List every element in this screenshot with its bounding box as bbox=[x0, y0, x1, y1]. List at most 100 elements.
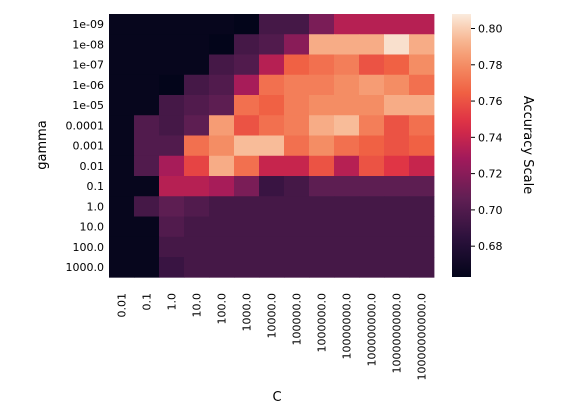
y-tick-label: 1e-06 bbox=[72, 79, 104, 92]
heatmap-cell bbox=[334, 115, 360, 136]
heatmap-cell bbox=[384, 54, 410, 76]
heatmap-cell bbox=[109, 135, 135, 157]
heatmap-cell bbox=[359, 236, 385, 258]
heatmap-cell bbox=[359, 155, 385, 177]
heatmap-cell bbox=[184, 135, 210, 157]
heatmap-cell bbox=[409, 135, 435, 157]
heatmap-cell bbox=[409, 196, 435, 217]
heatmap-cell bbox=[409, 115, 435, 136]
heatmap-cell bbox=[384, 95, 410, 116]
colorbar-tick-label: 0.68 bbox=[478, 240, 503, 253]
x-tick-label: 10000000000.0 bbox=[416, 293, 429, 380]
heatmap-cell bbox=[284, 196, 310, 217]
heatmap-cell bbox=[409, 257, 435, 278]
heatmap-cell bbox=[359, 74, 385, 96]
heatmap-cell bbox=[259, 236, 285, 258]
y-axis-label: gamma bbox=[35, 120, 50, 170]
heatmap-cell bbox=[309, 257, 335, 278]
heatmap-cell bbox=[384, 236, 410, 258]
y-tick-labels: 1e-09 1e-08 1e-07 1e-06 1e-05 0.0001 0.001 0.01… bbox=[66, 18, 105, 274]
colorbar-tick-label: 0.76 bbox=[478, 95, 503, 108]
heatmap-cell bbox=[184, 74, 210, 96]
heatmap-cell bbox=[209, 236, 235, 258]
heatmap-cell bbox=[359, 196, 385, 217]
heatmap-cell bbox=[259, 74, 285, 96]
heatmap-cell bbox=[134, 34, 160, 55]
heatmap-cell bbox=[184, 155, 210, 177]
colorbar-tick-label: 0.80 bbox=[478, 23, 503, 36]
heatmap-cell bbox=[259, 135, 285, 157]
heatmap-cell bbox=[134, 54, 160, 76]
heatmap-cell bbox=[409, 54, 435, 76]
heatmap-cell bbox=[134, 95, 160, 116]
x-axis-label: C bbox=[272, 390, 281, 405]
heatmap-cell bbox=[384, 74, 410, 96]
x-tick-label: 10000.0 bbox=[266, 293, 279, 339]
heatmap-cell bbox=[184, 196, 210, 217]
heatmap-cell bbox=[159, 95, 185, 116]
heatmap-cell bbox=[359, 95, 385, 116]
y-tick-label: 1e-08 bbox=[72, 38, 104, 51]
heatmap-cell bbox=[309, 155, 335, 177]
heatmap-cell bbox=[259, 115, 285, 136]
heatmap-cell bbox=[184, 14, 210, 35]
heatmap-cell bbox=[359, 34, 385, 55]
heatmap-cell bbox=[109, 176, 135, 197]
heatmap-cell bbox=[184, 176, 210, 197]
colorbar-ticks: 0.68 0.70 0.72 0.74 0.76 0.78 0.80 bbox=[471, 23, 503, 253]
x-tick-labels: 0.01 0.1 1.0 10.0 100.0 1000.0 10000.0 100000.0… bbox=[116, 293, 429, 380]
heatmap-cell bbox=[284, 74, 310, 96]
heatmap-cell bbox=[109, 95, 135, 116]
heatmap-cell bbox=[359, 54, 385, 76]
heatmap-cell bbox=[109, 14, 135, 35]
heatmap-cell bbox=[284, 54, 310, 76]
colorbar-tick-label: 0.78 bbox=[478, 59, 503, 72]
heatmap-cell bbox=[234, 257, 260, 278]
heatmap-cell bbox=[234, 115, 260, 136]
heatmap-cell bbox=[284, 176, 310, 197]
heatmap-cell bbox=[134, 74, 160, 96]
heatmap-cell bbox=[259, 14, 285, 35]
heatmap-cell bbox=[184, 257, 210, 278]
y-tick-label: 1.0 bbox=[87, 200, 105, 213]
heatmap-cell bbox=[159, 257, 185, 278]
heatmap-cell bbox=[309, 236, 335, 258]
heatmap-cell bbox=[334, 74, 360, 96]
heatmap-cell bbox=[384, 216, 410, 238]
heatmap-cell bbox=[334, 95, 360, 116]
heatmap-cell bbox=[209, 74, 235, 96]
heatmap-cell bbox=[209, 196, 235, 217]
y-tick-label: 0.01 bbox=[80, 160, 105, 173]
heatmap-cell bbox=[334, 176, 360, 197]
x-tick-label: 0.1 bbox=[141, 293, 154, 311]
heatmap-cell bbox=[109, 34, 135, 55]
heatmap-cell bbox=[384, 34, 410, 55]
heatmap-cell bbox=[234, 216, 260, 238]
x-tick-label: 100000.0 bbox=[291, 293, 304, 346]
heatmap-cell bbox=[109, 216, 135, 238]
y-tick-label: 100.0 bbox=[73, 241, 105, 254]
heatmap-cell bbox=[159, 54, 185, 76]
heatmap-cell bbox=[284, 216, 310, 238]
heatmap-cell bbox=[109, 236, 135, 258]
heatmap-cell bbox=[409, 155, 435, 177]
colorbar-tick-label: 0.74 bbox=[478, 131, 503, 144]
heatmap-cell bbox=[209, 95, 235, 116]
heatmap-cell bbox=[334, 155, 360, 177]
x-tick-label: 100000000.0 bbox=[366, 293, 379, 366]
heatmap-cell bbox=[409, 216, 435, 238]
heatmap-cell bbox=[284, 14, 310, 35]
heatmap-cell bbox=[159, 196, 185, 217]
heatmap-cell bbox=[334, 14, 360, 35]
heatmap-cell bbox=[284, 257, 310, 278]
heatmap-cell bbox=[234, 34, 260, 55]
heatmap-cell bbox=[284, 34, 310, 55]
heatmap-cell bbox=[384, 14, 410, 35]
y-tick-label: 1000.0 bbox=[66, 261, 105, 274]
heatmap-cell bbox=[209, 135, 235, 157]
heatmap-cell bbox=[334, 257, 360, 278]
heatmap-cell bbox=[259, 216, 285, 238]
x-tick-label: 1000.0 bbox=[241, 293, 254, 332]
heatmap-cell bbox=[309, 216, 335, 238]
